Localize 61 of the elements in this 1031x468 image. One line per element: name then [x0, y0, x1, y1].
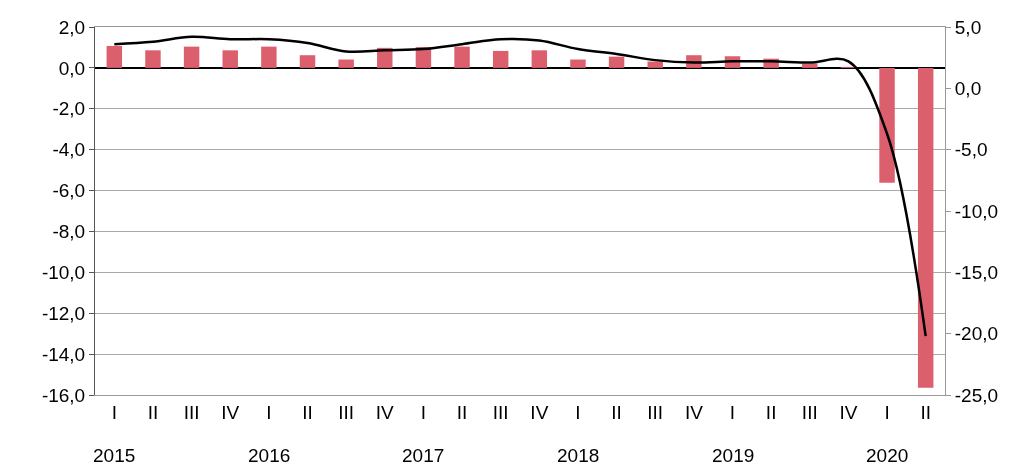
y-tick-label: -8,0: [52, 221, 86, 243]
x-tick-label: III: [338, 401, 355, 423]
y-tick-label: -6,0: [52, 180, 86, 202]
bar: [492, 50, 509, 68]
bar: [454, 46, 470, 68]
bar: [183, 46, 200, 68]
x-tick-label: II: [611, 401, 622, 423]
y2-tick-label: -20,0: [954, 323, 999, 345]
x-tick-label: I: [266, 401, 272, 423]
x-tick-label: III: [647, 401, 664, 423]
bar: [802, 63, 818, 68]
bar: [222, 50, 238, 68]
x-tick-label: I: [420, 401, 427, 423]
x-tick-label: I: [111, 401, 117, 423]
y2-tick-label: 0,0: [954, 77, 982, 99]
x-tick-label: I: [575, 401, 581, 423]
y-tick-label: -2,0: [52, 98, 86, 120]
x-tick-label: II: [456, 401, 468, 423]
x-tick-label: IV: [221, 401, 240, 423]
x-tick-label: II: [147, 401, 159, 423]
bar: [338, 59, 354, 68]
bar: [570, 59, 586, 68]
x-tick-label: III: [492, 401, 509, 423]
text: 2019: [712, 445, 755, 466]
bar: [879, 67, 895, 183]
x-tick-label: IV: [839, 401, 858, 423]
y2-tick-label: -25,0: [954, 384, 999, 406]
x-tick-label: I: [729, 401, 736, 423]
bar: [106, 46, 123, 68]
x-tick-label: III: [801, 401, 818, 423]
text: 2016: [248, 445, 291, 466]
text: 2017: [402, 445, 445, 466]
bar: [608, 56, 625, 68]
y2-tick-label: -5,0: [954, 139, 988, 161]
y-tick-label: -16,0: [41, 384, 86, 406]
x-tick-label: II: [920, 401, 931, 423]
x-tick-label: IV: [684, 401, 704, 423]
bar: [299, 55, 316, 68]
y-tick-label: 2,0: [58, 16, 86, 38]
bar: [917, 67, 934, 388]
bar: [531, 50, 548, 68]
x-tick-label: II: [765, 401, 777, 423]
y-tick-label: -10,0: [41, 261, 86, 283]
x-tick-label: I: [884, 401, 890, 423]
y2-tick-label: -15,0: [954, 261, 999, 283]
text: 2015: [93, 445, 136, 466]
y-tick-label: -14,0: [41, 343, 86, 365]
bar: [145, 50, 161, 68]
x-tick-label: III: [183, 401, 200, 423]
bar: [647, 61, 663, 68]
y2-tick-label: 5,0: [954, 16, 982, 38]
y-tick-label: 0,0: [58, 57, 86, 79]
x-tick-label: IV: [530, 401, 549, 423]
y-tick-label: -4,0: [52, 139, 86, 161]
y-tick-label: -12,0: [41, 302, 86, 324]
text: 2020: [866, 445, 909, 466]
y2-tick-label: -10,0: [954, 200, 999, 222]
bar: [261, 46, 277, 68]
x-tick-label: II: [302, 401, 313, 423]
x-tick-label: IV: [375, 401, 395, 423]
text: 2018: [557, 445, 600, 466]
